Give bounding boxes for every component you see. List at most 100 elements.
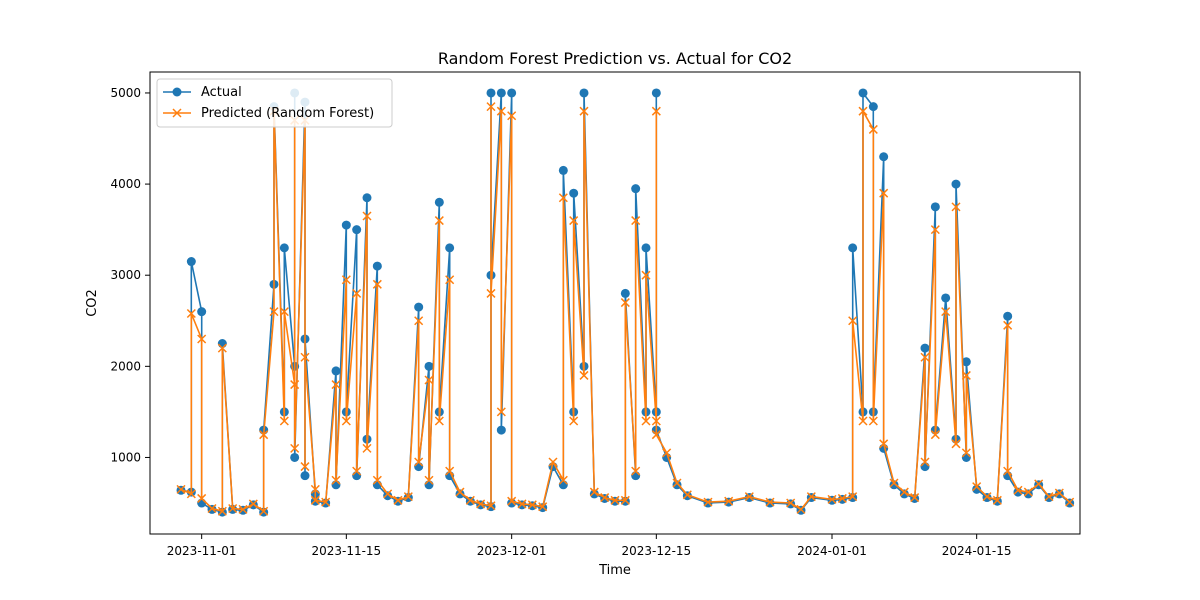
actual-point — [186, 257, 196, 267]
actual-point — [569, 188, 579, 198]
actual-point — [930, 202, 940, 212]
legend-label: Actual — [201, 85, 242, 100]
actual-point — [920, 343, 930, 353]
legend-marker-circle — [172, 87, 182, 97]
predicted-point — [445, 466, 455, 476]
predicted-point — [672, 478, 682, 488]
x-axis-label: Time — [598, 563, 631, 578]
predicted-point — [341, 416, 351, 426]
predicted-point — [1013, 485, 1023, 495]
predicted-point — [579, 370, 589, 380]
predicted-point — [806, 492, 816, 502]
predicted-point — [703, 497, 713, 507]
predicted-point — [259, 430, 269, 440]
predicted-point — [507, 496, 517, 506]
predicted-point — [961, 370, 971, 380]
y-axis-label: CO2 — [85, 289, 100, 317]
predicted-point — [352, 466, 362, 476]
actual-point — [486, 88, 496, 98]
predicted-point — [310, 484, 320, 494]
predicted-point — [1023, 487, 1033, 497]
actual-point — [372, 261, 382, 271]
predicted-point — [1065, 497, 1075, 507]
predicted-point — [300, 352, 310, 362]
predicted-point — [259, 506, 269, 516]
actual-point — [197, 498, 207, 508]
series-layer — [176, 88, 1075, 517]
predicted-point — [920, 457, 930, 467]
actual-point — [424, 361, 434, 371]
predicted-point — [279, 416, 289, 426]
predicted-point — [290, 443, 300, 453]
predicted-point — [724, 496, 734, 506]
actual-point — [507, 88, 517, 98]
actual-point — [434, 197, 444, 207]
actual-point — [290, 452, 300, 462]
predicted-point — [827, 494, 837, 504]
predicted-point — [372, 279, 382, 289]
actual-point — [899, 489, 909, 499]
actual-point — [352, 225, 362, 235]
predicted-point — [197, 334, 207, 344]
actual-point — [352, 471, 362, 481]
actual-point — [414, 302, 424, 312]
actual-point — [217, 339, 227, 349]
actual-point — [558, 165, 568, 175]
predicted-point — [837, 493, 847, 503]
predicted-point — [868, 124, 878, 134]
predicted-point — [620, 495, 630, 505]
actual-point — [941, 293, 951, 303]
predicted-point — [1054, 488, 1064, 498]
predicted-point — [517, 499, 527, 509]
predicted-point — [310, 495, 320, 505]
actual-point — [631, 471, 641, 481]
predicted-point — [186, 489, 196, 499]
predicted-point — [920, 352, 930, 362]
predicted-point — [331, 475, 341, 485]
actual-point — [362, 193, 372, 203]
predicted-point — [558, 475, 568, 485]
actual-point — [868, 102, 878, 112]
predicted-point — [414, 457, 424, 467]
predicted-point — [279, 307, 289, 317]
predicted-point — [765, 497, 775, 507]
predicted-point — [641, 270, 651, 280]
predicted-point — [445, 275, 455, 285]
predicted-point — [992, 495, 1002, 505]
x-tick-label: 2023-12-01 — [477, 544, 547, 558]
predicted-point — [403, 492, 413, 502]
predicted-point — [848, 316, 858, 326]
actual-point — [631, 184, 641, 194]
predicted-point — [651, 430, 661, 440]
predicted-point — [496, 407, 506, 417]
actual-point — [961, 357, 971, 367]
actual-point — [620, 288, 630, 298]
actual-point — [331, 480, 341, 490]
predicted-point — [786, 498, 796, 508]
actual-point — [383, 491, 393, 501]
actual-point — [879, 152, 889, 162]
legend: Actual Predicted (Random Forest) — [156, 78, 393, 128]
actual-point — [197, 307, 207, 317]
predicted-point — [930, 430, 940, 440]
predicted-point — [331, 380, 341, 390]
actual-point — [972, 484, 982, 494]
predicted-point — [868, 416, 878, 426]
actual-point — [920, 462, 930, 472]
predicted-point — [455, 487, 465, 497]
predicted-point — [434, 216, 444, 226]
predicted-point — [538, 502, 548, 512]
predicted-point — [486, 102, 496, 112]
actual-point — [496, 425, 506, 435]
predicted-point — [496, 106, 506, 116]
x-tick-label: 2024-01-01 — [797, 544, 867, 558]
predicted-point — [879, 188, 889, 198]
predicted-point — [889, 478, 899, 488]
predicted-point — [631, 216, 641, 226]
y-tick-label: 1000 — [110, 450, 141, 464]
predicted-point — [424, 475, 434, 485]
predicted-point — [341, 275, 351, 285]
actual-point — [589, 489, 599, 499]
predicted-point — [558, 193, 568, 203]
actual-point — [341, 220, 351, 230]
